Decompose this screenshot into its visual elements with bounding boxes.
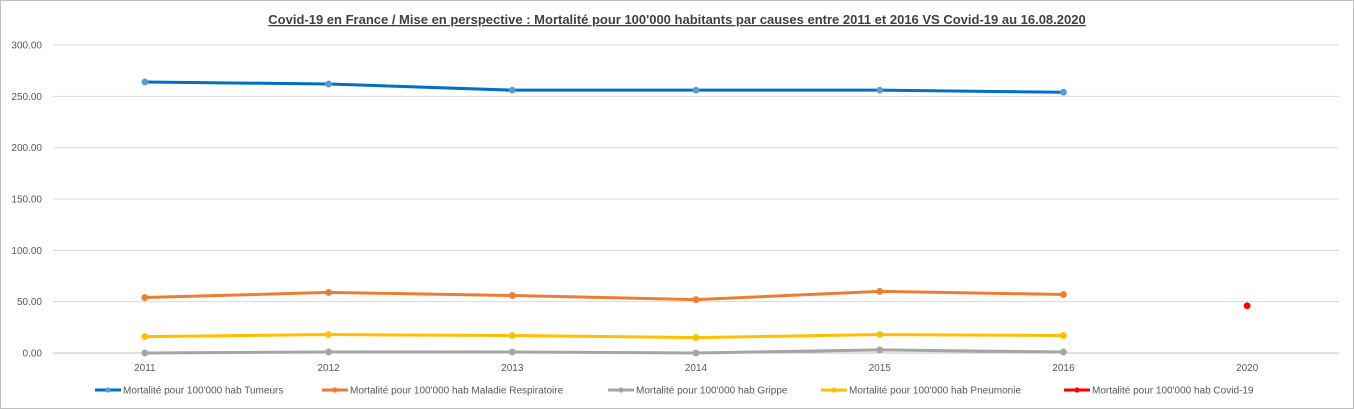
data-point — [876, 287, 884, 295]
x-tick-label: 2015 — [869, 363, 892, 374]
y-tick-label: 50.00 — [17, 297, 42, 308]
x-axis: 2011 2012 2013 2014 2015 2016 2020 — [134, 363, 1259, 374]
legend-label: Mortalité pour 100'000 hab Tumeurs — [123, 386, 283, 397]
data-point — [876, 346, 884, 354]
series-line — [143, 333, 1065, 340]
data-point — [1059, 332, 1067, 339]
legend-item: Mortalité pour 100'000 hab Tumeurs — [95, 386, 283, 397]
legend-swatch-marker — [831, 387, 837, 393]
data-point — [1059, 291, 1067, 298]
data-point — [692, 349, 700, 357]
legend-label: Mortalité pour 100'000 hab Maladie Respi… — [350, 386, 564, 397]
x-tick-label: 2020 — [1236, 363, 1259, 374]
y-tick-label: 300.00 — [11, 41, 42, 52]
chart-title: Covid-19 en France / Mise en perspective… — [268, 12, 1085, 27]
data-point — [325, 331, 333, 338]
data-point — [141, 333, 149, 341]
data-point — [508, 292, 516, 299]
legend-item: Mortalité pour 100'000 hab Maladie Respi… — [322, 386, 564, 397]
legend-item: Mortalité pour 100'000 hab Pneumonie — [821, 386, 1021, 397]
x-tick-label: 2013 — [501, 363, 524, 374]
series — [141, 287, 1067, 304]
data-point — [876, 331, 884, 338]
series-line — [143, 80, 1065, 94]
data-point — [876, 86, 884, 94]
legend-item: Mortalité pour 100'000 hab Grippe — [608, 386, 788, 397]
data-point — [325, 80, 333, 88]
data-point — [1059, 348, 1067, 356]
data-point — [141, 294, 149, 302]
series — [141, 331, 1067, 342]
data-point — [508, 348, 516, 356]
series-line — [143, 348, 1065, 355]
x-tick-label: 2011 — [134, 363, 156, 374]
y-tick-label: 0.00 — [23, 349, 43, 360]
data-point — [508, 86, 516, 94]
legend-swatch-marker — [618, 387, 624, 393]
y-tick-label: 200.00 — [11, 143, 42, 154]
data-point — [692, 296, 700, 304]
series — [141, 78, 1067, 96]
y-tick-label: 100.00 — [11, 246, 42, 257]
series-line — [143, 289, 1065, 302]
y-tick-label: 250.00 — [11, 92, 42, 103]
data-point — [692, 334, 700, 342]
legend-item: Mortalité pour 100'000 hab Covid-19 — [1064, 386, 1254, 397]
data-point — [692, 86, 700, 94]
series — [141, 346, 1067, 357]
legend-swatch-marker — [332, 387, 338, 393]
x-tick-label: 2016 — [1052, 363, 1075, 374]
data-point — [141, 78, 149, 86]
y-tick-label: 150.00 — [11, 195, 42, 206]
gridlines — [53, 44, 1339, 354]
series — [1243, 302, 1251, 310]
data-point — [1059, 88, 1067, 96]
legend-label: Mortalité pour 100'000 hab Covid-19 — [1092, 386, 1254, 397]
legend-label: Mortalité pour 100'000 hab Grippe — [636, 386, 788, 397]
y-axis: 0.00 50.00 100.00 150.00 200.00 250.00 300.00 — [11, 41, 42, 360]
legend-swatch-marker — [1074, 387, 1080, 393]
x-tick-label: 2014 — [685, 363, 708, 374]
data-point — [141, 349, 149, 357]
legend-label: Mortalité pour 100'000 hab Pneumonie — [849, 386, 1021, 397]
data-point — [325, 348, 333, 356]
data-point — [508, 332, 516, 339]
x-tick-label: 2012 — [317, 363, 340, 374]
data-point — [325, 288, 333, 296]
data-point — [1243, 302, 1251, 310]
series-lines — [141, 78, 1251, 357]
legend-swatch-marker — [105, 387, 111, 393]
legend: Mortalité pour 100'000 hab Tumeurs Mortal… — [95, 386, 1254, 397]
